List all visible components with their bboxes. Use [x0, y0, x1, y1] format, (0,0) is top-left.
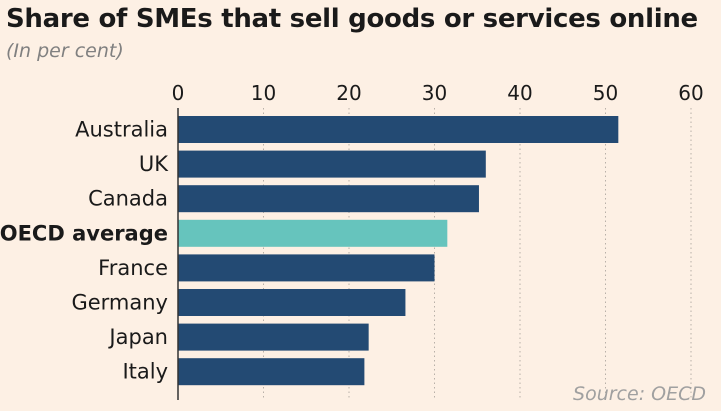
category-label: France	[98, 256, 168, 280]
x-tick-label: 20	[336, 81, 361, 105]
x-tick-label: 0	[172, 81, 185, 105]
bar-france	[178, 254, 435, 282]
category-label: Japan	[107, 325, 168, 349]
category-label: Australia	[75, 118, 168, 142]
category-label: Italy	[122, 360, 168, 384]
chart-subtitle: (In per cent)	[6, 40, 124, 62]
category-label: UK	[139, 152, 169, 176]
category-labels: Australia UK Canada OECD average France Germa…	[0, 118, 169, 384]
x-tick-label: 10	[251, 81, 276, 105]
category-label: Canada	[88, 187, 168, 211]
x-tick-label: 50	[593, 81, 618, 105]
bars	[178, 116, 619, 386]
source-note: Source: OECD	[573, 383, 706, 405]
bar-oecd-average	[178, 219, 448, 247]
chart-title: Share of SMEs that sell goods or service…	[6, 4, 698, 34]
bar-australia	[178, 116, 619, 143]
x-tick-label: 60	[678, 81, 703, 105]
x-tick-label: 30	[422, 81, 447, 105]
x-tick-label: 40	[507, 81, 532, 105]
bar-canada	[178, 185, 479, 213]
bar-japan	[178, 323, 369, 351]
bar-uk	[178, 150, 486, 178]
category-label: Germany	[71, 291, 168, 315]
x-axis-ticks: 0 10 20 30 40 50 60	[172, 81, 704, 105]
gridlines	[263, 108, 692, 400]
category-label: OECD average	[0, 221, 168, 245]
bar-italy	[178, 358, 365, 386]
bar-germany	[178, 289, 406, 316]
